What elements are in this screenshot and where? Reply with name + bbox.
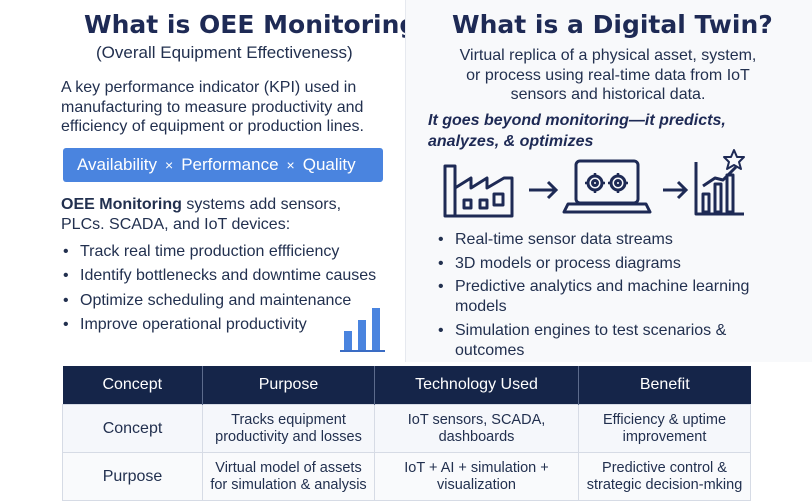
list-item: • Optimize scheduling and maintenance	[63, 291, 352, 309]
row-label: Concept	[62, 404, 203, 453]
oee-benefit-list: • Track real time production effficiency …	[61, 240, 376, 337]
formula-term-performance: Performance	[181, 155, 279, 174]
list-item: • Identify bottlenecks and downtime cause…	[63, 267, 377, 285]
list-item-text: 3D models or process diagrams	[455, 254, 681, 272]
table-cell: IoT sensors, SCADA, dashboards	[374, 404, 579, 453]
multiply-operator: ×	[165, 157, 174, 173]
digital-twin-component-list: • Real-time sensor data streams • 3D model…	[436, 230, 796, 364]
row-label: Purpose	[62, 452, 203, 501]
oee-description-line: manufacturing to measure productivity an…	[61, 98, 364, 116]
arrow-right-icon	[529, 180, 559, 200]
column-header: Concept	[62, 366, 203, 405]
list-item-text: Track real time production effficiency	[80, 243, 340, 260]
list-item-text: Real-time sensor data streams	[455, 231, 673, 248]
comparison-table: Concept Purpose Technology Used Benefit …	[62, 366, 751, 501]
table-cell: Virtual model of assets for simulation &…	[202, 452, 375, 501]
bar-chart-icon	[340, 308, 385, 352]
oee-systems-rest: systems add sensors,	[181, 196, 342, 213]
table-row: Concept Tracks equipment productivity an…	[62, 404, 751, 453]
column-header: Benefit	[578, 366, 751, 405]
digital-twin-description: Virtual replica of a physical asset, sys…	[424, 46, 792, 105]
oee-title: What is OEE Monitoring?	[84, 10, 432, 39]
oee-panel: What is OEE Monitoring? (Overall Equipme…	[0, 0, 432, 362]
multiply-operator: ×	[286, 157, 295, 173]
panel-divider	[405, 0, 406, 362]
arrow-right-icon	[663, 180, 689, 200]
digital-twin-description-line: or process using real-time data from IoT	[466, 66, 750, 84]
list-item: • Real-time sensor data streams	[438, 231, 673, 248]
list-item: • Predictive analytics and machine learni…	[438, 278, 750, 315]
table-cell: Efficiency & uptime improvement	[578, 404, 751, 453]
digital-twin-title: What is a Digital Twin?	[452, 10, 773, 39]
oee-description-line: A key performance indicator (KPI) used i…	[61, 79, 357, 96]
list-item-text: Identify bottlenecks and downtime causes	[80, 267, 377, 285]
table-header-row: Concept Purpose Technology Used Benefit	[62, 366, 751, 405]
digital-twin-flow	[443, 149, 745, 218]
list-item-text: Simulation engines to test scenarios & o…	[455, 321, 727, 359]
table-cell: IoT + AI + simulation + visualization	[374, 452, 579, 501]
oee-description: A key performance indicator (KPI) used i…	[61, 78, 364, 137]
table-cell: Predictive control & strategic decision-…	[578, 452, 751, 501]
formula-term-availability: Availability	[77, 155, 158, 174]
list-item-text: Improve operational productivity	[80, 315, 307, 333]
factory-icon	[443, 164, 514, 218]
oee-formula-banner: Availability × Performance × Quality	[63, 148, 383, 182]
digital-twin-tagline: It goes beyond monitoring—it predicts, a…	[428, 110, 726, 152]
column-header: Purpose	[202, 366, 375, 405]
oee-systems-text: OEE Monitoring systems add sensors, PLCs…	[61, 195, 341, 235]
list-item: • Simulation engines to test scenarios & …	[438, 321, 727, 359]
digital-twin-description-line: Virtual replica of a physical asset, sys…	[459, 47, 757, 64]
tagline-line: It goes beyond monitoring—it predicts,	[428, 112, 726, 129]
digital-twin-panel: What is a Digital Twin? Virtual replica …	[406, 0, 812, 362]
column-header: Technology Used	[374, 366, 579, 405]
oee-systems-line2: PLCs. SCADA, and IoT devices:	[61, 216, 291, 233]
oee-systems-bold: OEE Monitoring	[61, 196, 182, 213]
tagline-line: analyzes, & optimizes	[428, 133, 594, 150]
list-item: • Improve operational productivity	[63, 315, 307, 333]
laptop-gears-icon	[562, 159, 652, 214]
table-cell: Tracks equipment productivity and losses	[202, 404, 375, 453]
list-item: • Track real time production effficiency	[63, 243, 340, 260]
list-item: • 3D models or process diagrams	[438, 254, 681, 272]
oee-subtitle: (Overall Equipment Effectiveness)	[96, 43, 353, 62]
table-row: Purpose Virtual model of assets for simu…	[62, 452, 751, 501]
list-item-text: Predictive analytics and machine learnin…	[455, 278, 750, 315]
list-item-text: Optimize scheduling and maintenance	[80, 291, 352, 309]
growth-chart-star-icon	[694, 149, 745, 216]
oee-description-line: efficiency of equipment or production li…	[61, 118, 364, 135]
formula-term-quality: Quality	[302, 155, 356, 174]
digital-twin-description-line: sensors and historical data.	[510, 86, 706, 103]
